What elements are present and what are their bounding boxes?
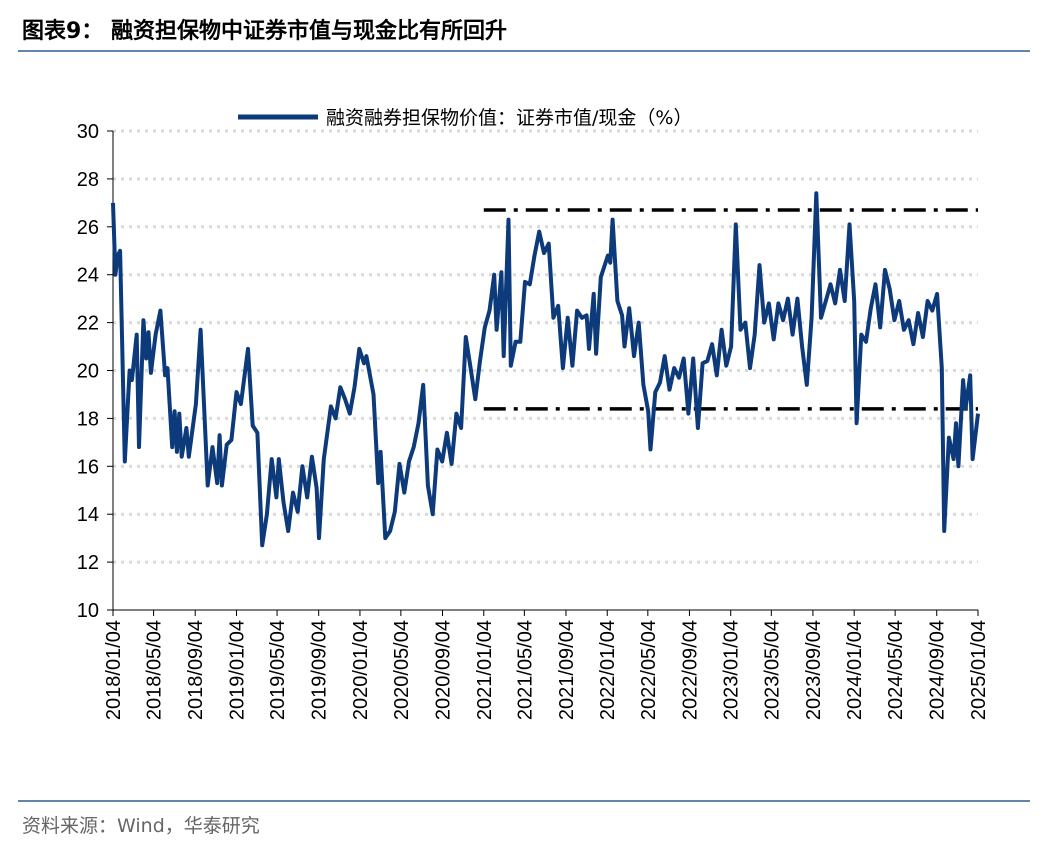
- x-tick-label: 2020/05/04: [391, 620, 413, 720]
- y-tick-label: 16: [77, 456, 99, 478]
- source: 资料来源：Wind，华泰研究: [22, 815, 260, 837]
- x-tick-label: 2024/01/04: [844, 620, 866, 720]
- x-tick-label: 2024/09/04: [927, 620, 949, 720]
- legend-label: 融资融券担保物价值：证券市值/现金（%）: [326, 107, 692, 129]
- series-line: [111, 191, 980, 548]
- x-tick-label: 2019/01/04: [226, 620, 248, 720]
- x-tick-label: 2020/09/04: [432, 620, 454, 720]
- y-tick-label: 26: [77, 217, 99, 239]
- x-tick-label: 2024/05/04: [885, 620, 907, 720]
- y-tick-label: 14: [77, 504, 99, 526]
- x-tick-label: 2021/01/04: [474, 620, 496, 720]
- x-tick-label: 2023/05/04: [761, 620, 783, 720]
- x-tick-label: 2021/05/04: [514, 620, 536, 720]
- y-tick-label: 20: [77, 361, 99, 383]
- x-tick-label: 2022/05/04: [638, 620, 660, 720]
- x-tick-label: 2022/01/04: [597, 620, 619, 720]
- x-tick-label: 2019/09/04: [309, 620, 331, 720]
- chart-title: 图表9： 融资担保物中证券市值与现金比有所回升: [22, 18, 507, 44]
- y-tick-label: 18: [77, 408, 99, 430]
- x-tick-label: 2018/09/04: [185, 620, 207, 720]
- y-tick-label: 28: [77, 169, 99, 191]
- y-tick-label: 24: [77, 265, 99, 287]
- x-tick-label: 2023/01/04: [721, 620, 743, 720]
- x-tick-label: 2025/01/04: [968, 620, 990, 720]
- x-tick-label: 2022/09/04: [679, 620, 701, 720]
- x-tick-label: 2018/05/04: [144, 620, 166, 720]
- x-tick-label: 2019/05/04: [267, 620, 289, 720]
- x-tick-label: 2018/01/04: [103, 620, 125, 720]
- x-tick-label: 2020/01/04: [350, 620, 372, 720]
- y-tick-label: 10: [77, 600, 99, 622]
- x-tick-label: 2021/09/04: [556, 620, 578, 720]
- x-tick-label: 2023/09/04: [803, 620, 825, 720]
- y-tick-label: 12: [77, 552, 99, 574]
- y-tick-label: 30: [77, 121, 99, 143]
- y-tick-label: 22: [77, 313, 99, 335]
